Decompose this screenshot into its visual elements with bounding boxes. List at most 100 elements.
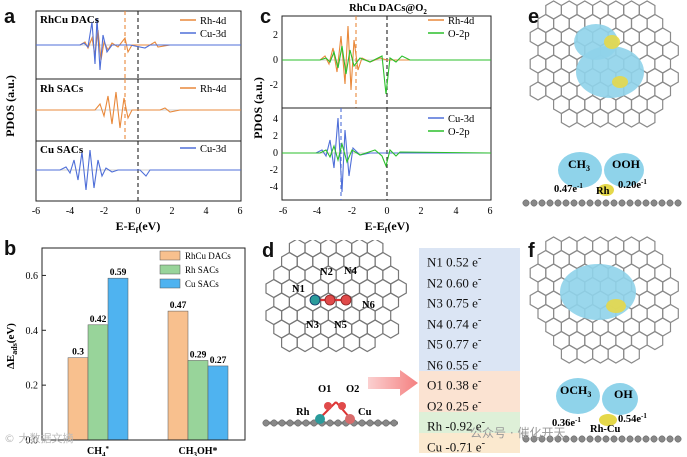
substrate-atom (334, 419, 342, 427)
substrate-atom (586, 199, 594, 207)
substrate-atom (626, 199, 634, 207)
panel-e-structure: CH3 OOH 0.47e-1 0.20e-1 Rh (522, 0, 682, 207)
charge-row-rh: Rh -0.92 e- (419, 412, 520, 433)
panel-c-xticks: -6 -4 -2 0 2 4 6 (279, 206, 493, 217)
panel-f-structure: OCH3 OH 0.36e-1 0.54e-1 Rh-Cu (522, 236, 682, 443)
substrate-atom (262, 419, 270, 427)
lattice-hexagon (638, 108, 656, 128)
lattice-hexagon (646, 330, 664, 351)
substrate-atom (538, 435, 546, 443)
svg-text:0.36e-1: 0.36e-1 (552, 416, 581, 429)
svg-text:0.20e-1: 0.20e-1 (618, 178, 647, 191)
lattice-hexagon (358, 332, 376, 353)
legend-rh4d: Rh-4d (200, 16, 227, 27)
panel-c-xlabel: E-Ef(eV) (365, 219, 410, 235)
substrate-atom (530, 199, 538, 207)
substrate-atom (374, 419, 382, 427)
svg-text:0: 0 (273, 55, 278, 66)
svg-text:N1: N1 (292, 284, 305, 295)
svg-text:2: 2 (273, 30, 278, 41)
lattice-hexagon (560, 108, 578, 128)
substrate-atom (382, 419, 390, 427)
lattice-hexagon (343, 332, 361, 353)
substrate-atom (554, 199, 562, 207)
bar (207, 365, 229, 441)
subpanel-a2-title: Rh SACs (40, 83, 84, 95)
substrate-atom (650, 435, 658, 443)
lattice-hexagon (327, 332, 345, 353)
svg-text:N6: N6 (362, 300, 375, 311)
svg-text:OH: OH (614, 387, 633, 401)
substrate-atom (270, 419, 278, 427)
svg-text:Rh-Cu: Rh-Cu (590, 424, 621, 435)
substrate-atom (642, 435, 650, 443)
watermark-left: © 大数据文摘 (4, 432, 74, 445)
svg-text:O1: O1 (318, 384, 331, 395)
svg-text:0: 0 (385, 206, 390, 217)
legend-label: Cu SACs (185, 279, 219, 289)
category-label: CH4* (87, 445, 110, 456)
side-view-f: OCH3 OH 0.36e-1 0.54e-1 Rh-Cu (522, 378, 682, 443)
svg-text:0: 0 (273, 148, 278, 159)
panel-c-ylabel: PDOS (a.u.) (251, 77, 265, 139)
svg-text:OOH: OOH (612, 157, 641, 171)
svg-text:Rh: Rh (596, 186, 610, 197)
svg-text:0.47e-1: 0.47e-1 (554, 182, 583, 195)
svg-text:4: 4 (273, 114, 278, 125)
side-view-e: CH3 OOH 0.47e-1 0.20e-1 Rh (522, 152, 682, 207)
svg-text:Cu: Cu (358, 407, 372, 418)
substrate-atom (594, 435, 602, 443)
charge-row-n5: N5 0.77 e- (419, 330, 520, 351)
substrate-atom (626, 435, 634, 443)
lattice-hexagon (607, 108, 625, 128)
substrate-atom (658, 435, 666, 443)
substrate-atom (674, 435, 682, 443)
substrate-atom (674, 199, 682, 207)
y-tick-label: 0.2 (26, 381, 39, 392)
substrate-atom (570, 199, 578, 207)
substrate-atom (570, 435, 578, 443)
lattice-hexagon (296, 332, 314, 353)
panel-c-label: c (260, 6, 272, 28)
subpanel-a2: Rh SACs Rh-4d (35, 78, 242, 142)
legend-c-rh4d: Rh-4d (448, 16, 475, 27)
substrate-atom (546, 199, 554, 207)
side-view-d: O1 O2 Rh Cu (262, 384, 398, 427)
legend-label: Rh SACs (185, 265, 219, 275)
legend-label: RhCu DACs (185, 251, 231, 261)
lattice-hexagon (560, 344, 578, 364)
substrate-atom (602, 435, 610, 443)
svg-text:-6: -6 (279, 206, 287, 217)
legend-cu3d: Cu-3d (200, 29, 227, 40)
substrate-atom (286, 419, 294, 427)
charge-row-n2: N2 0.60 e- (419, 268, 520, 290)
svg-text:OCH3: OCH3 (560, 383, 591, 399)
panel-c-pdos: RhCu DACs@O2 2 0 -2 Rh-4d O-2p 4 2 0 -2 … (251, 3, 493, 235)
legend-swatch (159, 264, 181, 275)
substrate-atom (650, 199, 658, 207)
substrate-atom (522, 435, 530, 443)
svg-text:-4: -4 (270, 182, 278, 193)
substrate-atom (554, 435, 562, 443)
substrate-atom (302, 419, 310, 427)
arrow-d (368, 370, 418, 396)
watermark-right: 公众号 · 催化开天 (470, 426, 566, 440)
substrate-atom (586, 435, 594, 443)
lattice-hexagon (382, 319, 400, 339)
legend-c-cu3d: Cu-3d (448, 114, 475, 125)
subpanel-a3: Cu SACs Cu-3d (35, 140, 242, 202)
svg-text:2: 2 (419, 206, 424, 217)
subpanel-a3-title: Cu SACs (40, 144, 84, 156)
svg-text:-4: -4 (66, 206, 74, 217)
substrate-atom (578, 435, 586, 443)
svg-text:N4: N4 (344, 266, 358, 277)
svg-text:Rh: Rh (296, 407, 310, 418)
substrate-atom (610, 199, 618, 207)
bar-value-label: 0.27 (210, 356, 227, 366)
panel-d-label: d (262, 240, 275, 262)
panel-e-label: e (528, 6, 540, 28)
substrate-atom (278, 419, 286, 427)
bar (167, 310, 189, 441)
svg-text:CH3: CH3 (568, 157, 590, 173)
bar (107, 277, 129, 441)
